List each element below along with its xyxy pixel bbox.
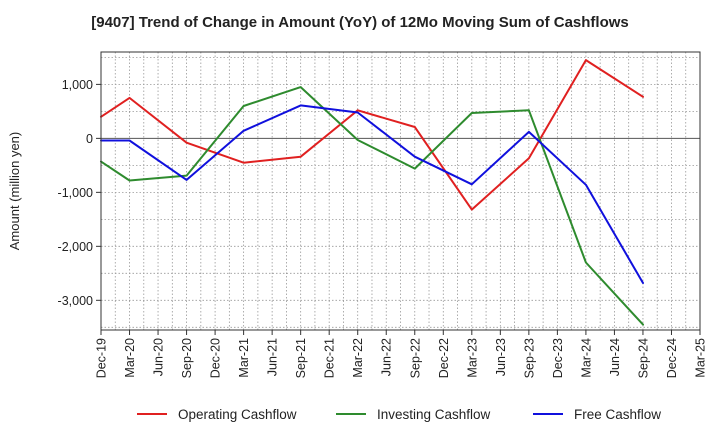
x-axis-ticks: Dec-19 Mar-20 Jun-20 Sep-20 Dec-20 Mar-21 Jun-… [95, 330, 708, 378]
y-tick-label: 0 [86, 132, 93, 146]
legend-label: Free Cashflow [574, 407, 661, 422]
x-tick-label: Dec-21 [323, 338, 337, 378]
x-tick-label: Sep-23 [522, 338, 536, 378]
series-line-investing-cashflow [100, 86, 644, 326]
x-tick-label: Mar-23 [465, 338, 479, 378]
legend: Operating Cashflow Investing Cashflow Free… [137, 407, 661, 422]
y-tick-label: -2,000 [58, 240, 93, 254]
x-tick-label: Mar-20 [123, 338, 137, 378]
series-line-free-cashflow [100, 104, 644, 284]
x-tick-label: Mar-22 [351, 338, 365, 378]
x-tick-label: Jun-23 [494, 338, 508, 376]
grid [101, 52, 700, 330]
x-tick-label: Mar-24 [579, 338, 593, 378]
x-tick-label: Dec-22 [437, 338, 451, 378]
x-tick-label: Sep-24 [636, 338, 650, 378]
plot-frame [100, 51, 701, 331]
x-tick-label: Sep-21 [294, 338, 308, 378]
x-tick-label: Sep-22 [408, 338, 422, 378]
x-tick-label: Jun-22 [380, 338, 394, 376]
x-tick-label: Jun-21 [266, 338, 280, 376]
x-tick-label: Dec-24 [665, 338, 679, 378]
chart-title: [9407] Trend of Change in Amount (YoY) o… [91, 14, 629, 31]
x-tick-label: Jun-24 [608, 338, 622, 376]
legend-label: Investing Cashflow [377, 407, 491, 422]
x-tick-label: Jun-20 [152, 338, 166, 376]
x-tick-label: Mar-25 [694, 338, 708, 378]
y-axis-label: Amount (million yen) [7, 132, 22, 251]
y-axis-ticks: 1,000 0 -1,000 -2,000 -3,000 [58, 78, 101, 308]
x-tick-label: Dec-19 [95, 338, 109, 378]
x-tick-label: Dec-20 [209, 338, 223, 378]
legend-label: Operating Cashflow [178, 407, 297, 422]
x-tick-label: Mar-21 [237, 338, 251, 378]
y-tick-label: 1,000 [62, 78, 93, 92]
x-tick-label: Dec-23 [551, 338, 565, 378]
series-line-operating-cashflow [100, 59, 644, 211]
y-tick-label: -1,000 [58, 186, 93, 200]
y-tick-label: -3,000 [58, 294, 93, 308]
x-tick-label: Sep-20 [180, 338, 194, 378]
series-lines [100, 59, 644, 326]
